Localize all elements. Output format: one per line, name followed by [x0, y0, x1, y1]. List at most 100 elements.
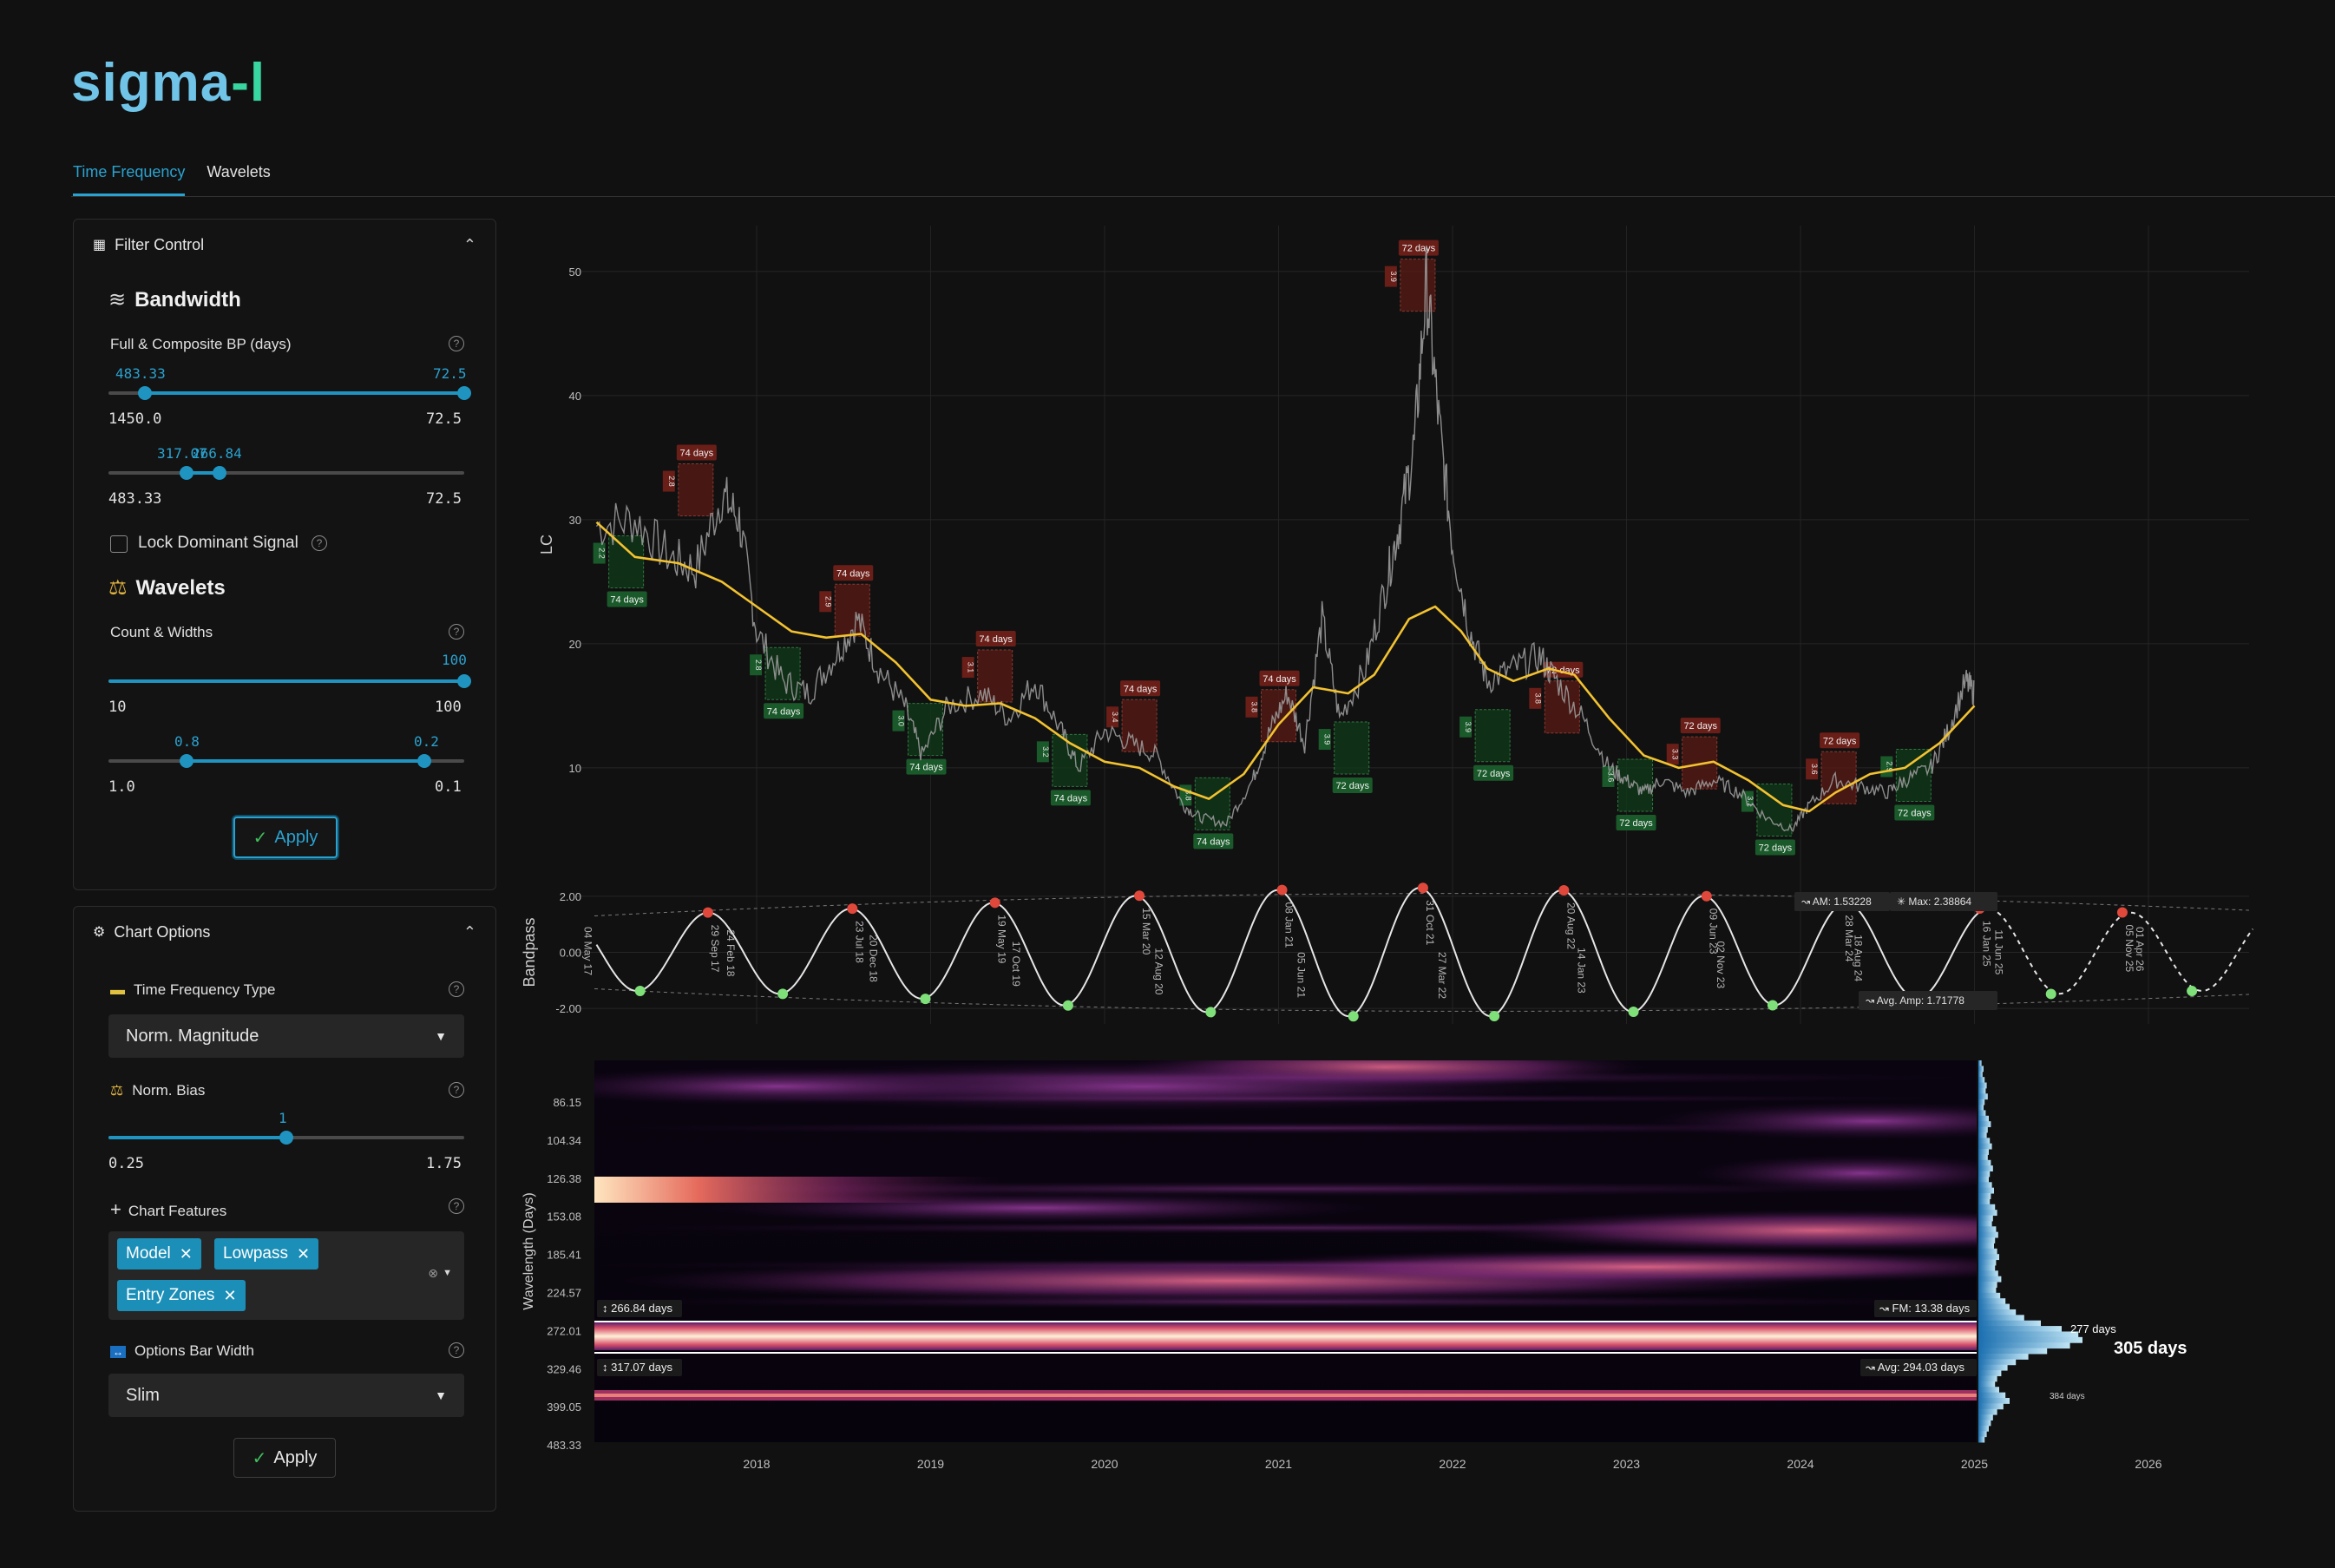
options-bar-width-select[interactable]: Slim ▼ [108, 1374, 464, 1417]
tab-wavelets[interactable]: Wavelets [207, 163, 271, 180]
x-tick-label: 2021 [1265, 1457, 1292, 1471]
histogram-bar [1978, 1215, 1993, 1222]
trough-date-label: 05 Jun 21 [1295, 952, 1308, 998]
peak-date-label: 31 Oct 21 [1424, 900, 1436, 945]
histogram-bar [1978, 1099, 1985, 1105]
histogram-bar [1978, 1298, 2006, 1305]
peak-marker [1701, 890, 1712, 902]
trough-entry-zone: 2.8 74 days [750, 646, 804, 719]
chart-options-apply-button[interactable]: ✓ Apply [233, 1438, 336, 1478]
avg-label-bg [1860, 1359, 1977, 1376]
zone-code-tag [750, 654, 763, 676]
zone-label: 74 days [1263, 674, 1296, 685]
plus-icon: + [110, 1198, 121, 1220]
help-icon[interactable]: ? [312, 535, 327, 551]
trough-date-label: 27 Mar 22 [1436, 952, 1448, 999]
options-bar-width-label: ↔ Options Bar Width [110, 1342, 254, 1360]
slider-handle[interactable] [417, 754, 431, 768]
histogram-bar [1978, 1342, 2070, 1349]
zone-code-tag [1602, 765, 1615, 787]
remove-icon[interactable]: ✕ [179, 1244, 193, 1263]
histogram-bar [1978, 1420, 1991, 1427]
bp-range-slider-1[interactable] [108, 386, 471, 400]
slider-handle[interactable] [213, 466, 226, 480]
wavelet-heatmap: 86.15 104.34 126.38 153.08 185.41 224.57 272.0… [521, 1060, 2162, 1471]
wavelet-count-slider[interactable] [108, 674, 471, 688]
x-tick-label: 2020 [1091, 1457, 1118, 1471]
chevron-up-icon[interactable]: ⌃ [462, 235, 476, 253]
trough-date-label: 04 May 17 [582, 927, 594, 975]
zone-code-tag [593, 542, 606, 564]
hist-label-305: 305 days [2114, 1339, 2187, 1358]
help-icon[interactable]: ? [449, 624, 464, 640]
y-tick-label: 50 [569, 266, 581, 279]
x-tick-label: 2025 [1961, 1457, 1988, 1471]
zone-code-tag [961, 657, 974, 679]
remove-icon[interactable]: ✕ [297, 1244, 311, 1263]
trough-entry-zone: 3.0 74 days [892, 703, 947, 775]
help-icon[interactable]: ? [449, 1198, 464, 1214]
clear-all-icon[interactable]: ⊗ [428, 1266, 438, 1280]
bp-range-slider-2[interactable] [108, 466, 464, 480]
trough-marker [2045, 988, 2056, 1000]
slider-handle[interactable] [138, 386, 152, 400]
histogram-bar [1978, 1309, 2017, 1315]
zone-code: 2.2 [598, 548, 607, 559]
zone-code: 3.4 [1111, 712, 1119, 723]
check-icon: ✓ [252, 1448, 267, 1468]
help-icon[interactable]: ? [449, 1082, 464, 1098]
time-frequency-chart[interactable]: 10 20 30 40 50 LC 2.8 74 days 2.9 74 days 3.1 74 d… [517, 208, 2335, 1510]
tab-time-frequency[interactable]: Time Frequency [73, 163, 186, 196]
lock-dominant-checkbox[interactable] [110, 535, 128, 553]
chart-options-header[interactable]: ⚙ Chart Options ⌃ [74, 907, 495, 957]
tf-type-select[interactable]: Norm. Magnitude ▼ [108, 1014, 464, 1058]
y-axis-label: Bandpass [521, 917, 538, 987]
avg-label: ↝ Avg: 294.03 days [1866, 1361, 1965, 1374]
slider-handle[interactable] [457, 386, 471, 400]
histogram-bar [1978, 1231, 1998, 1238]
slider-handle[interactable] [180, 466, 193, 480]
zone-label-bg [1616, 814, 1656, 830]
zone-label: 72 days [1402, 244, 1436, 254]
y-tick-label: 86.15 [553, 1096, 581, 1109]
wavelet-count-value: 100 [442, 652, 467, 668]
bandpass-chart: 2.00 0.00 -2.00 Bandpass 29 Sep 17 23 Jul 18 1… [521, 882, 2254, 1022]
zone-code-tag [1036, 741, 1049, 763]
bandwidth-section-title: ≋ Bandwidth [108, 288, 241, 312]
energy-blob [1211, 1250, 1977, 1284]
zone-code: 2.9 [823, 596, 832, 607]
caret-down-icon[interactable]: ▼ [443, 1268, 452, 1278]
trough-marker [777, 988, 789, 1000]
remove-icon[interactable]: ✕ [223, 1286, 237, 1304]
price-series-line [595, 246, 1975, 832]
tf-type-label: ▬ Time Frequency Type [110, 981, 276, 998]
x-tick-label: 2026 [2135, 1457, 2161, 1471]
wavelet-width-low-value: 0.8 [174, 733, 200, 750]
filter-control-header[interactable]: ▦ Filter Control ⌃ [74, 220, 495, 270]
slider-handle[interactable] [180, 754, 193, 768]
tab-divider [71, 196, 2335, 197]
trough-marker [920, 994, 931, 1005]
peak-date-label: 28 Mar 24 [1843, 915, 1855, 961]
band-upper-label: ↕ 266.84 days [602, 1302, 672, 1315]
y-tick-label: 40 [569, 390, 581, 403]
zone-label: 74 days [909, 763, 943, 773]
slider-handle[interactable] [279, 1131, 293, 1145]
zone-label: 74 days [680, 449, 714, 459]
norm-bias-slider[interactable] [108, 1131, 464, 1145]
entry-zone-box [1756, 784, 1793, 837]
slider-handle[interactable] [457, 674, 471, 688]
chevron-up-icon[interactable]: ⌃ [462, 922, 476, 941]
histogram-bar [1978, 1364, 2008, 1371]
y-tick-label: 185.41 [547, 1249, 581, 1262]
waves-icon: ≋ [108, 288, 127, 312]
histogram-bar [1978, 1270, 1998, 1277]
chart-features-multiselect[interactable]: Model ✕ Lowpass ✕ Entry Zones ✕ ⊗ ▼ [108, 1231, 464, 1320]
band-lower-border [594, 1352, 1977, 1354]
filter-apply-button[interactable]: ✓ Apply [233, 817, 338, 858]
wavelet-width-slider[interactable] [108, 754, 464, 768]
help-icon[interactable]: ? [449, 336, 464, 351]
help-icon[interactable]: ? [449, 1342, 464, 1358]
help-icon[interactable]: ? [449, 981, 464, 997]
envelope-upper [594, 893, 2250, 917]
